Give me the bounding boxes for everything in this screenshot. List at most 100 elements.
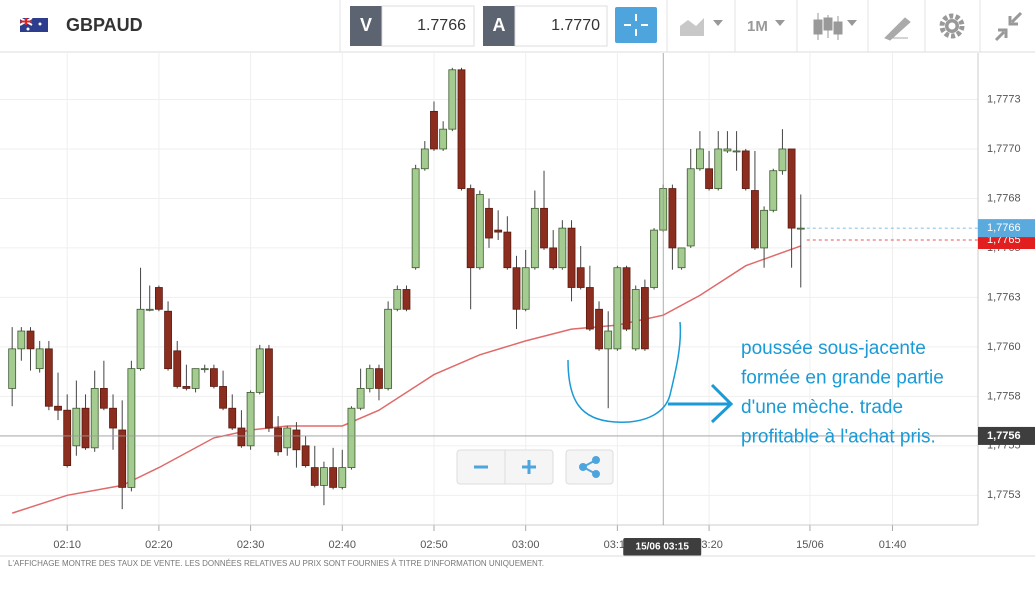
candle-body bbox=[136, 308, 145, 370]
candle-body bbox=[8, 348, 17, 389]
candle-body bbox=[301, 445, 310, 467]
bid-box[interactable] bbox=[381, 5, 475, 47]
price-tag-label: 1,7766 bbox=[987, 222, 1021, 234]
candle-body bbox=[439, 128, 448, 150]
plot-area bbox=[0, 53, 978, 527]
y-tick-label: 1,7763 bbox=[987, 291, 1021, 303]
candle-body bbox=[485, 207, 493, 239]
chart-type-button[interactable] bbox=[680, 18, 723, 36]
candle-body bbox=[567, 227, 576, 288]
bid-price: 1.7766 bbox=[417, 17, 466, 34]
candle-body bbox=[191, 368, 200, 389]
candle-body bbox=[677, 247, 686, 269]
ask-price: 1.7770 bbox=[551, 17, 600, 34]
candle-body bbox=[35, 348, 44, 370]
annotation-line: formée en grande partie bbox=[741, 368, 944, 389]
annotation-line: poussée sous-jacente bbox=[741, 338, 926, 359]
x-tick-label: 02:50 bbox=[420, 539, 448, 551]
candle-body bbox=[585, 287, 594, 330]
share-button[interactable] bbox=[565, 449, 614, 485]
candle-body bbox=[127, 368, 136, 488]
candle-body bbox=[402, 289, 411, 310]
crosshair-y-label: 1,7756 bbox=[987, 430, 1021, 442]
hand-drawn-curve bbox=[567, 321, 682, 423]
candle-body bbox=[457, 69, 466, 189]
moving-average-line bbox=[11, 245, 802, 514]
x-tick-label: 02:10 bbox=[53, 539, 81, 551]
candle-body bbox=[338, 467, 347, 488]
candle-body bbox=[686, 168, 695, 247]
candle-body bbox=[448, 69, 457, 130]
candle-body bbox=[63, 409, 72, 467]
ask-box[interactable] bbox=[514, 5, 608, 47]
zoom-in-button[interactable] bbox=[522, 460, 536, 474]
candle-body bbox=[430, 110, 438, 150]
candle-body bbox=[310, 467, 319, 486]
candle-body bbox=[320, 467, 328, 486]
candle-body bbox=[650, 229, 658, 288]
candle-body bbox=[668, 188, 677, 249]
candle-body bbox=[741, 150, 750, 189]
candle-body bbox=[604, 330, 613, 350]
candle-body bbox=[530, 207, 539, 269]
candle-body bbox=[164, 310, 172, 370]
candle-body bbox=[420, 148, 429, 170]
flag bbox=[19, 17, 48, 32]
timeframe-button[interactable]: 1M bbox=[747, 18, 768, 35]
candle-body bbox=[475, 194, 484, 269]
candle-body bbox=[173, 350, 182, 387]
x-tick-label: 03:20 bbox=[695, 539, 723, 551]
y-tick-label: 1,7758 bbox=[987, 390, 1021, 402]
ask-button[interactable] bbox=[483, 6, 515, 46]
candle-body bbox=[118, 429, 127, 488]
annotation-line: profitable à l'achat pris. bbox=[741, 427, 936, 448]
candle-body bbox=[274, 427, 282, 453]
annotation: poussée sous-jacente formée en grande par… bbox=[741, 338, 944, 448]
candle-body bbox=[17, 330, 26, 350]
candle-body bbox=[640, 287, 649, 350]
candle-body bbox=[44, 348, 53, 407]
candle-body bbox=[237, 427, 246, 447]
x-tick-label: 02:20 bbox=[145, 539, 173, 551]
candle-body bbox=[54, 405, 62, 411]
candle-body bbox=[99, 388, 108, 409]
candle-body bbox=[154, 287, 163, 310]
candle-body bbox=[705, 168, 713, 189]
candle-body bbox=[558, 227, 567, 269]
crosshair-button[interactable] bbox=[615, 7, 657, 43]
crosshair-x-label: 15/06 03:15 bbox=[636, 542, 690, 553]
annotation-line: d'une mèche. trade bbox=[741, 397, 903, 418]
draw-tool-button[interactable] bbox=[884, 17, 911, 41]
bid-button[interactable] bbox=[350, 6, 382, 46]
candle-style-button[interactable] bbox=[813, 13, 857, 40]
zoom-controls bbox=[456, 449, 614, 485]
candle-body bbox=[613, 267, 622, 350]
collapse-button[interactable] bbox=[994, 11, 1023, 42]
candle-body bbox=[540, 207, 548, 249]
candle-body bbox=[631, 289, 640, 350]
candle-body bbox=[109, 407, 117, 429]
candle-body bbox=[732, 150, 741, 153]
plot-layer: 1,77731,77701,77681,77651,77631,77601,77… bbox=[0, 53, 1035, 556]
candle-body bbox=[503, 231, 512, 269]
candle-body bbox=[283, 427, 292, 449]
candle-body bbox=[200, 368, 209, 371]
candle-body bbox=[787, 148, 796, 229]
y-tick-label: 1,7770 bbox=[987, 143, 1021, 155]
candle-body bbox=[255, 348, 264, 393]
candle-body bbox=[347, 407, 356, 469]
candle-body bbox=[375, 368, 383, 389]
candle-body bbox=[182, 386, 191, 389]
candle-body bbox=[751, 190, 759, 249]
candle-body bbox=[228, 407, 237, 429]
crosshair-y-tag bbox=[978, 426, 1035, 445]
candle-body bbox=[512, 267, 521, 310]
x-tick-label: 15/06 bbox=[796, 539, 824, 551]
settings-button[interactable] bbox=[939, 13, 965, 39]
candle-body bbox=[145, 308, 154, 311]
candle-body bbox=[81, 407, 90, 449]
footer bbox=[0, 556, 1035, 589]
candle-body bbox=[778, 148, 787, 172]
hand-drawn-arrow bbox=[668, 383, 734, 424]
symbol: GBPAUD bbox=[66, 15, 143, 35]
